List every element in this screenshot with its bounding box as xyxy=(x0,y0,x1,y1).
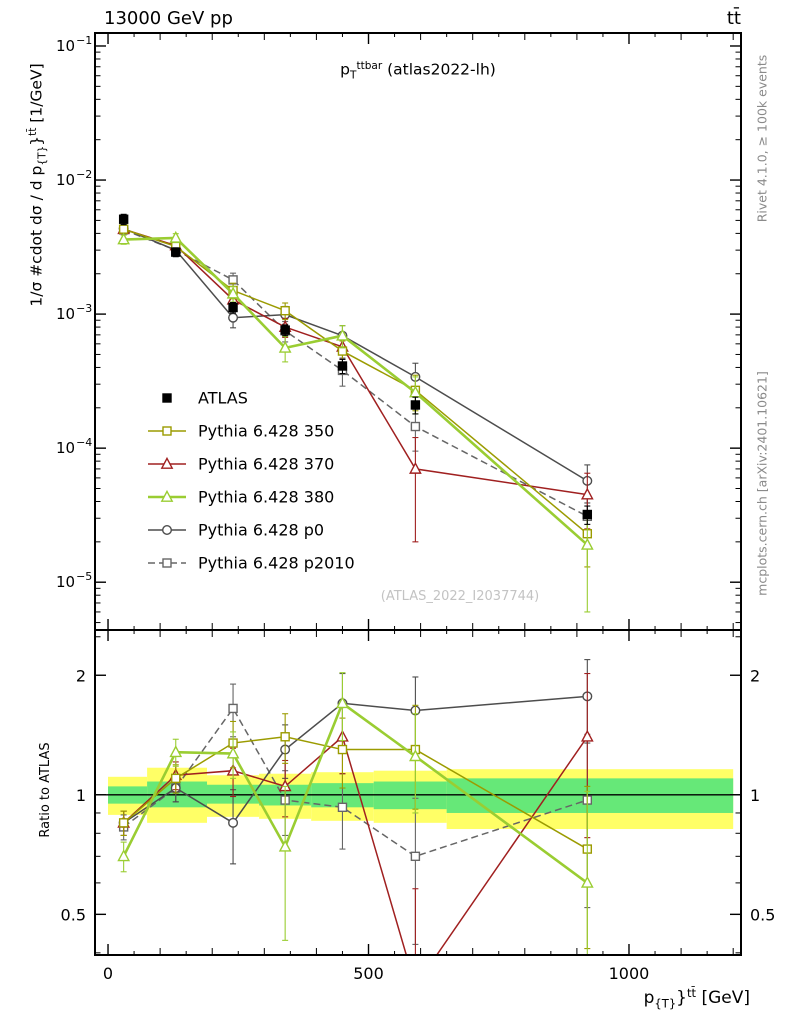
xtick-label-500: 500 xyxy=(353,964,384,983)
ratio-tick-right-2: 2 xyxy=(750,666,760,685)
series-pythia-6-428-p2010 xyxy=(118,225,593,546)
observable-subscript: T xyxy=(350,69,357,82)
legend-item-pythia-6-428-370: Pythia 6.428 370 xyxy=(148,455,334,474)
xlabel-subscript: {T} xyxy=(654,996,677,1011)
ratio-tick-left-2: 2 xyxy=(76,666,86,685)
ratio-tick-right-0.5: 0.5 xyxy=(750,905,775,924)
series-pythia-6-428-350 xyxy=(118,224,593,568)
legend: ATLAS Pythia 6.428 350 Pythia 6.428 370 Pyt… xyxy=(148,389,355,573)
rivet-version-credit: Rivet 4.1.0, ≥ 100k events xyxy=(754,54,770,223)
panel-frames xyxy=(94,32,742,956)
xlabel-suffix: [GeV] xyxy=(696,987,750,1008)
legend-label-pythia-6-428-380: Pythia 6.428 380 xyxy=(198,488,334,507)
ylabel-prefix: 1/σ #cdot dσ / d p xyxy=(27,165,46,307)
legend-item-pythia-6-428-350: Pythia 6.428 350 xyxy=(148,422,334,441)
xtick-label-0: 0 xyxy=(103,964,113,983)
ratio-panel-series xyxy=(117,659,594,955)
ytick-label-10e-2: 10−2 xyxy=(56,168,92,189)
legend-item-pythia-6-428-380: Pythia 6.428 380 xyxy=(148,488,334,507)
xlabel-superscript: tt̄ xyxy=(687,986,697,1000)
ratio-tick-left-0.5: 0.5 xyxy=(61,905,86,924)
axis-ticks xyxy=(95,33,741,955)
ytick-label-10e-4: 10−4 xyxy=(56,436,92,457)
analysis-watermark: (ATLAS_2022_I2037744) xyxy=(380,589,540,604)
ratio-tick-left-1: 1 xyxy=(76,786,86,805)
observable-base: p xyxy=(340,60,350,79)
legend-label-pythia-6-428-350: Pythia 6.428 350 xyxy=(198,422,334,441)
ylabel-brace: } xyxy=(27,135,46,146)
ytick-label-10e-1: 10−1 xyxy=(56,34,92,55)
legend-item-atlas: ATLAS xyxy=(162,389,248,408)
process-title: tt̄ xyxy=(726,8,741,29)
ratio-series-pythia-6-428-380 xyxy=(117,672,594,955)
x-axis-label: p{T}}tt̄ [GeV] xyxy=(545,986,750,1010)
xtick-label-1000: 1000 xyxy=(609,964,650,983)
legend-label-pythia-6-428-p0: Pythia 6.428 p0 xyxy=(198,521,324,540)
series-pythia-6-428-370 xyxy=(117,222,594,543)
series-atlas xyxy=(118,213,593,525)
legend-item-pythia-6-428-p0: Pythia 6.428 p0 xyxy=(148,521,324,540)
xlabel-prefix: p xyxy=(643,987,655,1008)
ratio-tick-right-1: 1 xyxy=(750,786,760,805)
ratio-axis-label: Ratio to ATLAS xyxy=(38,742,53,838)
ylabel-subscript: {T} xyxy=(36,145,49,166)
ytick-label-10e-3: 10−3 xyxy=(56,302,92,323)
series-pythia-6-428-p0 xyxy=(118,223,593,504)
ylabel-suffix: [1/GeV] xyxy=(27,63,46,128)
y-axis-label-top: 1/σ #cdot dσ / d p{T}}tt̄ [1/GeV] xyxy=(21,35,49,335)
ytick-label-10e-5: 10−5 xyxy=(56,570,92,591)
observable-suffix: (atlas2022-lh) xyxy=(382,60,496,79)
beam-energy-title: 13000 GeV pp xyxy=(104,8,233,29)
main-panel-series xyxy=(117,213,594,613)
legend-label-pythia-6-428-370: Pythia 6.428 370 xyxy=(198,455,334,474)
observable-superscript: ttbar xyxy=(356,60,383,72)
observable-title: pTttbar (atlas2022-lh) xyxy=(218,60,618,81)
series-pythia-6-428-380 xyxy=(117,230,594,613)
ylabel-superscript: tt̄ xyxy=(27,127,39,136)
axis-tick-labels: 10−1 10−2 10−3 10−4 10−5 0.5 0.5 1 1 2 2 0 500 1000 xyxy=(56,34,775,983)
xlabel-brace: } xyxy=(676,987,687,1008)
legend-label-atlas: ATLAS xyxy=(198,389,248,408)
legend-item-pythia-6-428-p2010: Pythia 6.428 p2010 xyxy=(148,554,355,573)
legend-label-pythia-6-428-p2010: Pythia 6.428 p2010 xyxy=(198,554,355,573)
mcplots-arxiv-credit: mcplots.cern.ch [arXiv:2401.10621] xyxy=(754,371,770,596)
